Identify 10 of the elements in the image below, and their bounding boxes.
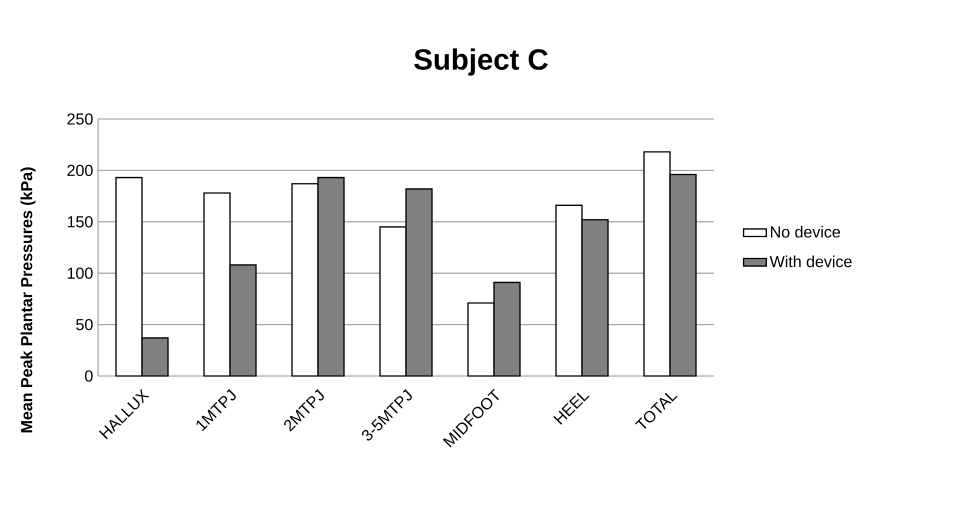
y-tick-label: 200 xyxy=(67,164,93,176)
y-axis-title: Mean Peak Plantar Pressures (kPa) xyxy=(20,167,36,432)
y-tick-label: 0 xyxy=(85,370,93,382)
legend-label: No device xyxy=(770,226,840,238)
y-tick-label: 150 xyxy=(68,216,93,228)
chart-title: Subject C xyxy=(414,48,548,76)
y-tick-label: 50 xyxy=(76,318,93,330)
legend-label: With device xyxy=(770,256,852,268)
y-tick-label: 100 xyxy=(68,268,93,279)
y-tick-label: 250 xyxy=(67,113,93,125)
